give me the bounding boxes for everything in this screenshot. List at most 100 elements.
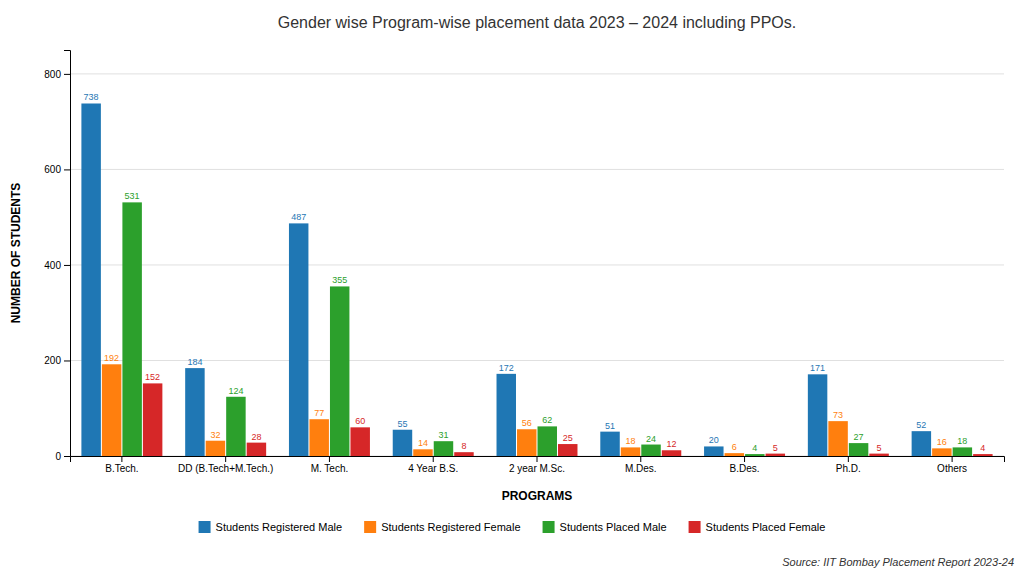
bar (206, 441, 225, 456)
grid-line (70, 73, 1004, 74)
data-label: 5 (773, 443, 778, 453)
x-tick: M. Tech. (311, 456, 349, 474)
data-label: 28 (251, 432, 261, 442)
legend-item: Students Placed Female (689, 521, 826, 533)
data-label: 6 (732, 442, 737, 452)
data-label: 77 (314, 408, 324, 418)
tick-label: M. Tech. (311, 463, 349, 474)
legend-label: Students Placed Male (560, 521, 667, 533)
legend-swatch (364, 521, 376, 533)
tick-label: 2 year M.Sc. (509, 463, 565, 474)
y-tick: 800 (44, 69, 70, 80)
x-axis-title: PROGRAMS (502, 489, 573, 503)
legend-item: Students Placed Male (543, 521, 667, 533)
legend-item: Students Registered Male (199, 521, 343, 533)
tick-label: B.Tech. (105, 463, 138, 474)
grid (70, 74, 1004, 456)
data-label: 60 (355, 416, 365, 426)
tick-label: B.Des. (730, 463, 760, 474)
data-label: 55 (397, 419, 407, 429)
legend-label: Students Registered Female (381, 521, 520, 533)
tick-label: 800 (44, 69, 61, 80)
legend-label: Students Registered Male (216, 521, 343, 533)
grid-line (70, 264, 1004, 265)
bar (745, 454, 764, 456)
data-label: 20 (709, 435, 719, 445)
bar (725, 453, 744, 456)
bar (497, 374, 516, 456)
tick-mark (640, 456, 641, 462)
title: Gender wise Program-wise placement data … (278, 14, 797, 31)
x-tick: 2 year M.Sc. (509, 456, 565, 474)
bar (932, 448, 951, 456)
series (81, 103, 931, 456)
bar (393, 430, 412, 456)
data-label: 24 (646, 434, 656, 444)
bar (350, 427, 369, 456)
tick-mark (64, 456, 70, 457)
y-axis-title: NUMBER OF STUDENTS (9, 183, 23, 324)
data-label: 738 (84, 92, 99, 102)
bar (538, 426, 557, 456)
data-label: 51 (605, 421, 615, 431)
tick-label: 400 (44, 260, 61, 271)
bar (600, 432, 619, 456)
bar (766, 454, 785, 456)
data-label: 5 (877, 443, 882, 453)
legend-swatch (199, 521, 211, 533)
bar (869, 454, 888, 456)
data-label: 18 (626, 436, 636, 446)
tick-mark (329, 456, 330, 462)
x-tick: DD (B.Tech+M.Tech.) (178, 456, 273, 474)
tick-mark (121, 456, 122, 462)
data-label: 14 (418, 438, 428, 448)
bar (558, 444, 577, 456)
data-labels: 7381844875517251201715219232771456186731… (84, 92, 986, 453)
data-label: 8 (461, 441, 466, 451)
y-tick: 400 (44, 260, 70, 271)
bar (621, 447, 640, 456)
tick-label: 600 (44, 164, 61, 175)
series (102, 364, 952, 456)
bar (247, 443, 266, 456)
bar (289, 223, 308, 456)
tick-label: Ph.D. (836, 463, 861, 474)
legend-swatch (689, 521, 701, 533)
tick-mark (64, 360, 70, 361)
legend-label: Students Placed Female (706, 521, 826, 533)
data-label: 184 (187, 357, 202, 367)
tick-mark (64, 74, 70, 75)
tick-label: 200 (44, 355, 61, 366)
bar (309, 419, 328, 456)
bar (808, 374, 827, 456)
data-label: 31 (438, 430, 448, 440)
data-label: 25 (563, 433, 573, 443)
legend-swatch (543, 521, 555, 533)
x-tick: B.Des. (730, 456, 760, 474)
data-label: 4 (752, 443, 757, 453)
y-tick: 600 (44, 164, 70, 175)
x-axis: B.Tech. DD (B.Tech+M.Tech.) M. Tech. 4 Year… (71, 456, 1005, 474)
data-label: 192 (104, 353, 119, 363)
tick-mark (744, 456, 745, 462)
bar (517, 429, 536, 456)
tick-mark (952, 456, 953, 462)
tick-label: DD (B.Tech+M.Tech.) (178, 463, 273, 474)
legend: Students Registered Male Students Registe… (199, 521, 826, 533)
y-axis: 0200400600800 (44, 51, 70, 462)
bar (662, 450, 681, 456)
x-tick: 4 Year B.S. (408, 456, 458, 474)
tick-mark (64, 169, 70, 170)
grid-line (70, 169, 1004, 170)
tick-mark (225, 456, 226, 462)
bar (704, 446, 723, 456)
bar (973, 454, 992, 456)
tick-mark (433, 456, 434, 462)
bar (102, 364, 121, 456)
data-label: 56 (522, 418, 532, 428)
bar (185, 368, 204, 456)
tick-mark (848, 456, 849, 462)
data-label: 73 (833, 410, 843, 420)
data-label: 62 (542, 415, 552, 425)
x-tick: Others (937, 456, 967, 474)
